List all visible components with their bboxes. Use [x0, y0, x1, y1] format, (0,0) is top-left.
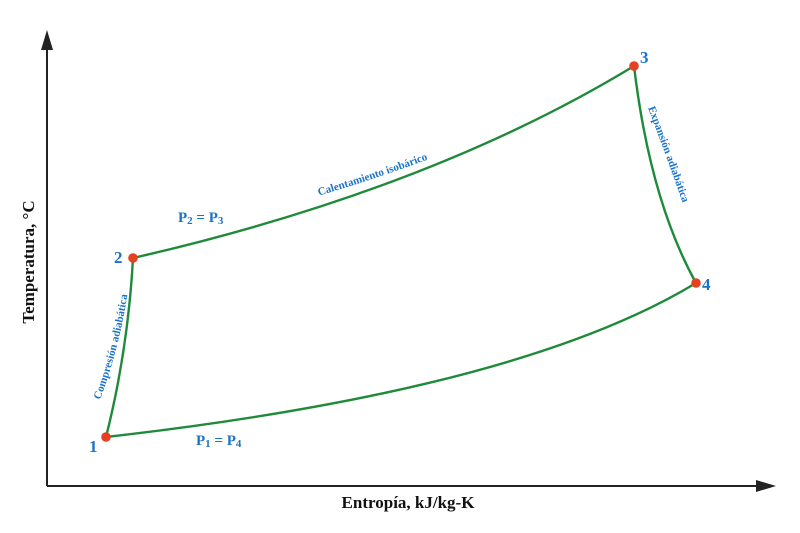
- pressure-label-low: P1 = P4: [196, 433, 242, 450]
- y-axis-arrow: [41, 30, 53, 50]
- y-axis-label: Temperatura, °C: [19, 200, 38, 323]
- process-label-expansion: Expansión adiabática: [645, 105, 691, 205]
- point-label-1: 1: [89, 437, 98, 456]
- state-point-3: [629, 61, 639, 71]
- x-axis-label: Entropía, kJ/kg-K: [342, 493, 476, 512]
- point-label-3: 3: [640, 48, 649, 67]
- curve-compression: [104, 257, 135, 438]
- curve-heat-rejection: [105, 281, 697, 439]
- state-point-2: [128, 253, 138, 263]
- state-point-4: [691, 278, 701, 288]
- state-point-1: [101, 432, 111, 442]
- curve-heating: [132, 64, 635, 260]
- point-label-2: 2: [114, 248, 123, 267]
- pressure-label-high: P2 = P3: [178, 210, 224, 227]
- x-axis-arrow: [756, 480, 776, 492]
- curve-expansion: [632, 65, 698, 284]
- point-label-4: 4: [702, 275, 711, 294]
